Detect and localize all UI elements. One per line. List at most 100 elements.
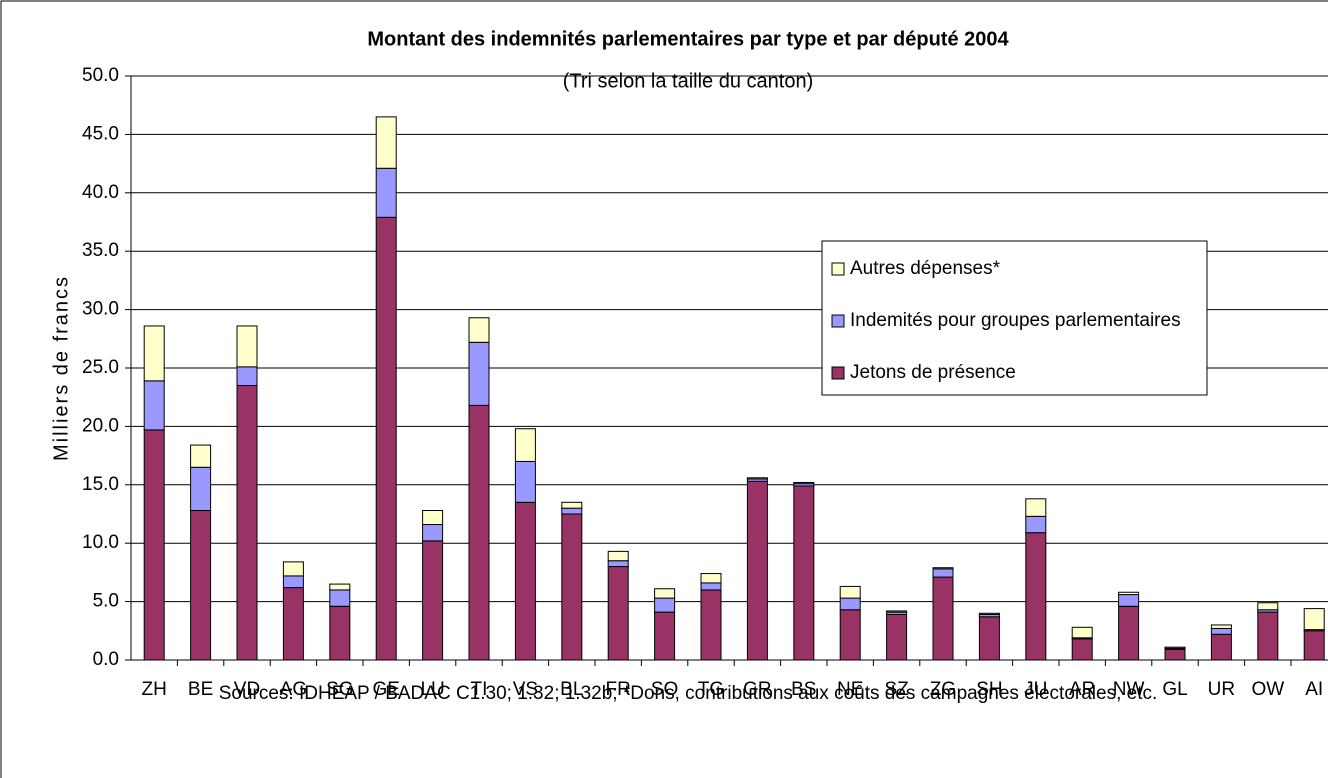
bar-segment <box>190 466 212 511</box>
legend-swatch <box>831 366 845 380</box>
bar-segment <box>282 575 304 589</box>
bar-segment <box>654 611 676 661</box>
x-tick-label: VD <box>234 679 260 700</box>
y-tick-label: 15.0 <box>82 474 119 495</box>
bar-segment <box>514 460 536 503</box>
bar-segment <box>607 560 629 568</box>
x-tick-label: VS <box>513 679 538 700</box>
bar-segment <box>793 485 815 661</box>
x-tick-label: AI <box>1305 679 1323 700</box>
x-tick-label: AG <box>280 679 307 700</box>
chart-subtitle: (Tri selon la taille du canton) <box>563 70 814 92</box>
bar-segment <box>422 540 444 661</box>
y-tick-label: 45.0 <box>82 123 119 144</box>
bar-segment <box>143 429 165 661</box>
bar-segment <box>1210 624 1232 629</box>
bars <box>143 116 1325 661</box>
bar-segment <box>468 317 490 343</box>
bar-segment <box>1118 591 1140 596</box>
bar-segment <box>1210 627 1232 635</box>
bar-segment <box>375 116 397 169</box>
x-tick-label: BE <box>188 679 213 700</box>
x-tick-label: BL <box>560 679 583 700</box>
x-tick-label: BS <box>791 679 816 700</box>
legend-label: Indemités pour groupes parlementaires <box>850 310 1181 331</box>
legend-label: Jetons de présence <box>850 362 1016 383</box>
x-tick-label: OW <box>1251 679 1284 700</box>
bar-segment <box>700 589 722 661</box>
bar-segment <box>1210 633 1232 661</box>
x-tick-label: NE <box>837 679 863 700</box>
x-tick-label: GR <box>743 679 772 700</box>
source-note: Sources: IDHEAP / BADAC C1.30; 1.32; 1.3… <box>219 683 1158 704</box>
bar-segment <box>375 216 397 661</box>
y-axis-label: Milliers de francs <box>50 275 72 461</box>
bar-segment <box>236 325 258 368</box>
x-tick-label: TI <box>471 679 488 700</box>
bar-segment <box>978 612 1000 615</box>
bar-segment <box>514 428 536 462</box>
bar-segment <box>143 380 165 431</box>
x-tick-label: FR <box>606 679 631 700</box>
bar-segment <box>886 610 908 613</box>
bar-segment <box>422 509 444 526</box>
legend-swatch <box>831 314 845 328</box>
bar-segment <box>1303 608 1325 631</box>
bar-segment <box>886 613 908 661</box>
bar-segment <box>978 616 1000 661</box>
bar-segment <box>1303 630 1325 661</box>
bar-segment <box>514 501 536 661</box>
x-tick-label: GL <box>1162 679 1187 700</box>
bar-segment <box>839 585 861 599</box>
y-tick-label: 5.0 <box>93 591 119 612</box>
x-tick-label: ZG <box>930 679 956 700</box>
bar-segment <box>561 513 583 661</box>
bar-segment <box>236 385 258 661</box>
bar-segment <box>932 567 954 570</box>
legend-label: Autres dépenses* <box>850 258 1001 279</box>
bar-segment <box>700 573 722 584</box>
bar-segment <box>1257 602 1279 611</box>
bar-segment <box>561 507 583 515</box>
y-tick-label: 20.0 <box>82 415 119 436</box>
x-tick-label: JU <box>1024 679 1047 700</box>
x-tick-label: NW <box>1113 679 1145 700</box>
bar-segment <box>468 341 490 406</box>
bar-segment <box>1118 605 1140 661</box>
chart-title: Montant des indemnités parlementaires pa… <box>367 28 1009 50</box>
x-tick-label: GE <box>372 679 399 700</box>
bar-segment <box>700 582 722 591</box>
x-tick-label: TG <box>698 679 724 700</box>
bar-segment <box>932 576 954 661</box>
bar-segment <box>282 587 304 661</box>
x-tick-label: AR <box>1069 679 1095 700</box>
bar-segment <box>654 588 676 599</box>
legend-box <box>821 240 1208 396</box>
bar-segment <box>1025 532 1047 661</box>
x-tick-label: ZH <box>142 679 167 700</box>
bar-segment <box>839 609 861 661</box>
bar-segment <box>236 366 258 387</box>
bar-segment <box>190 444 212 468</box>
y-tick-label: 10.0 <box>82 532 119 553</box>
bar-segment <box>468 404 490 661</box>
bar-segment <box>422 524 444 542</box>
bar-segment <box>143 325 165 382</box>
bar-segment <box>1025 515 1047 534</box>
x-tick-label: SZ <box>884 679 909 700</box>
x-tick-label: SH <box>976 679 1002 700</box>
y-tick-label: 50.0 <box>82 65 119 86</box>
legend: Autres dépenses* Indemités pour groupes p… <box>821 240 1208 396</box>
bar-segment <box>607 550 629 562</box>
bar-segment <box>329 605 351 661</box>
bar-segment <box>746 477 768 480</box>
x-tick-label: SG <box>326 679 353 700</box>
y-tick-label: 40.0 <box>82 182 119 203</box>
bar-segment <box>1025 498 1047 517</box>
y-tick-label: 35.0 <box>82 240 119 261</box>
bar-segment <box>793 481 815 485</box>
bar-segment <box>839 597 861 611</box>
bar-segment <box>1071 638 1093 661</box>
y-tick-label: 25.0 <box>82 357 119 378</box>
